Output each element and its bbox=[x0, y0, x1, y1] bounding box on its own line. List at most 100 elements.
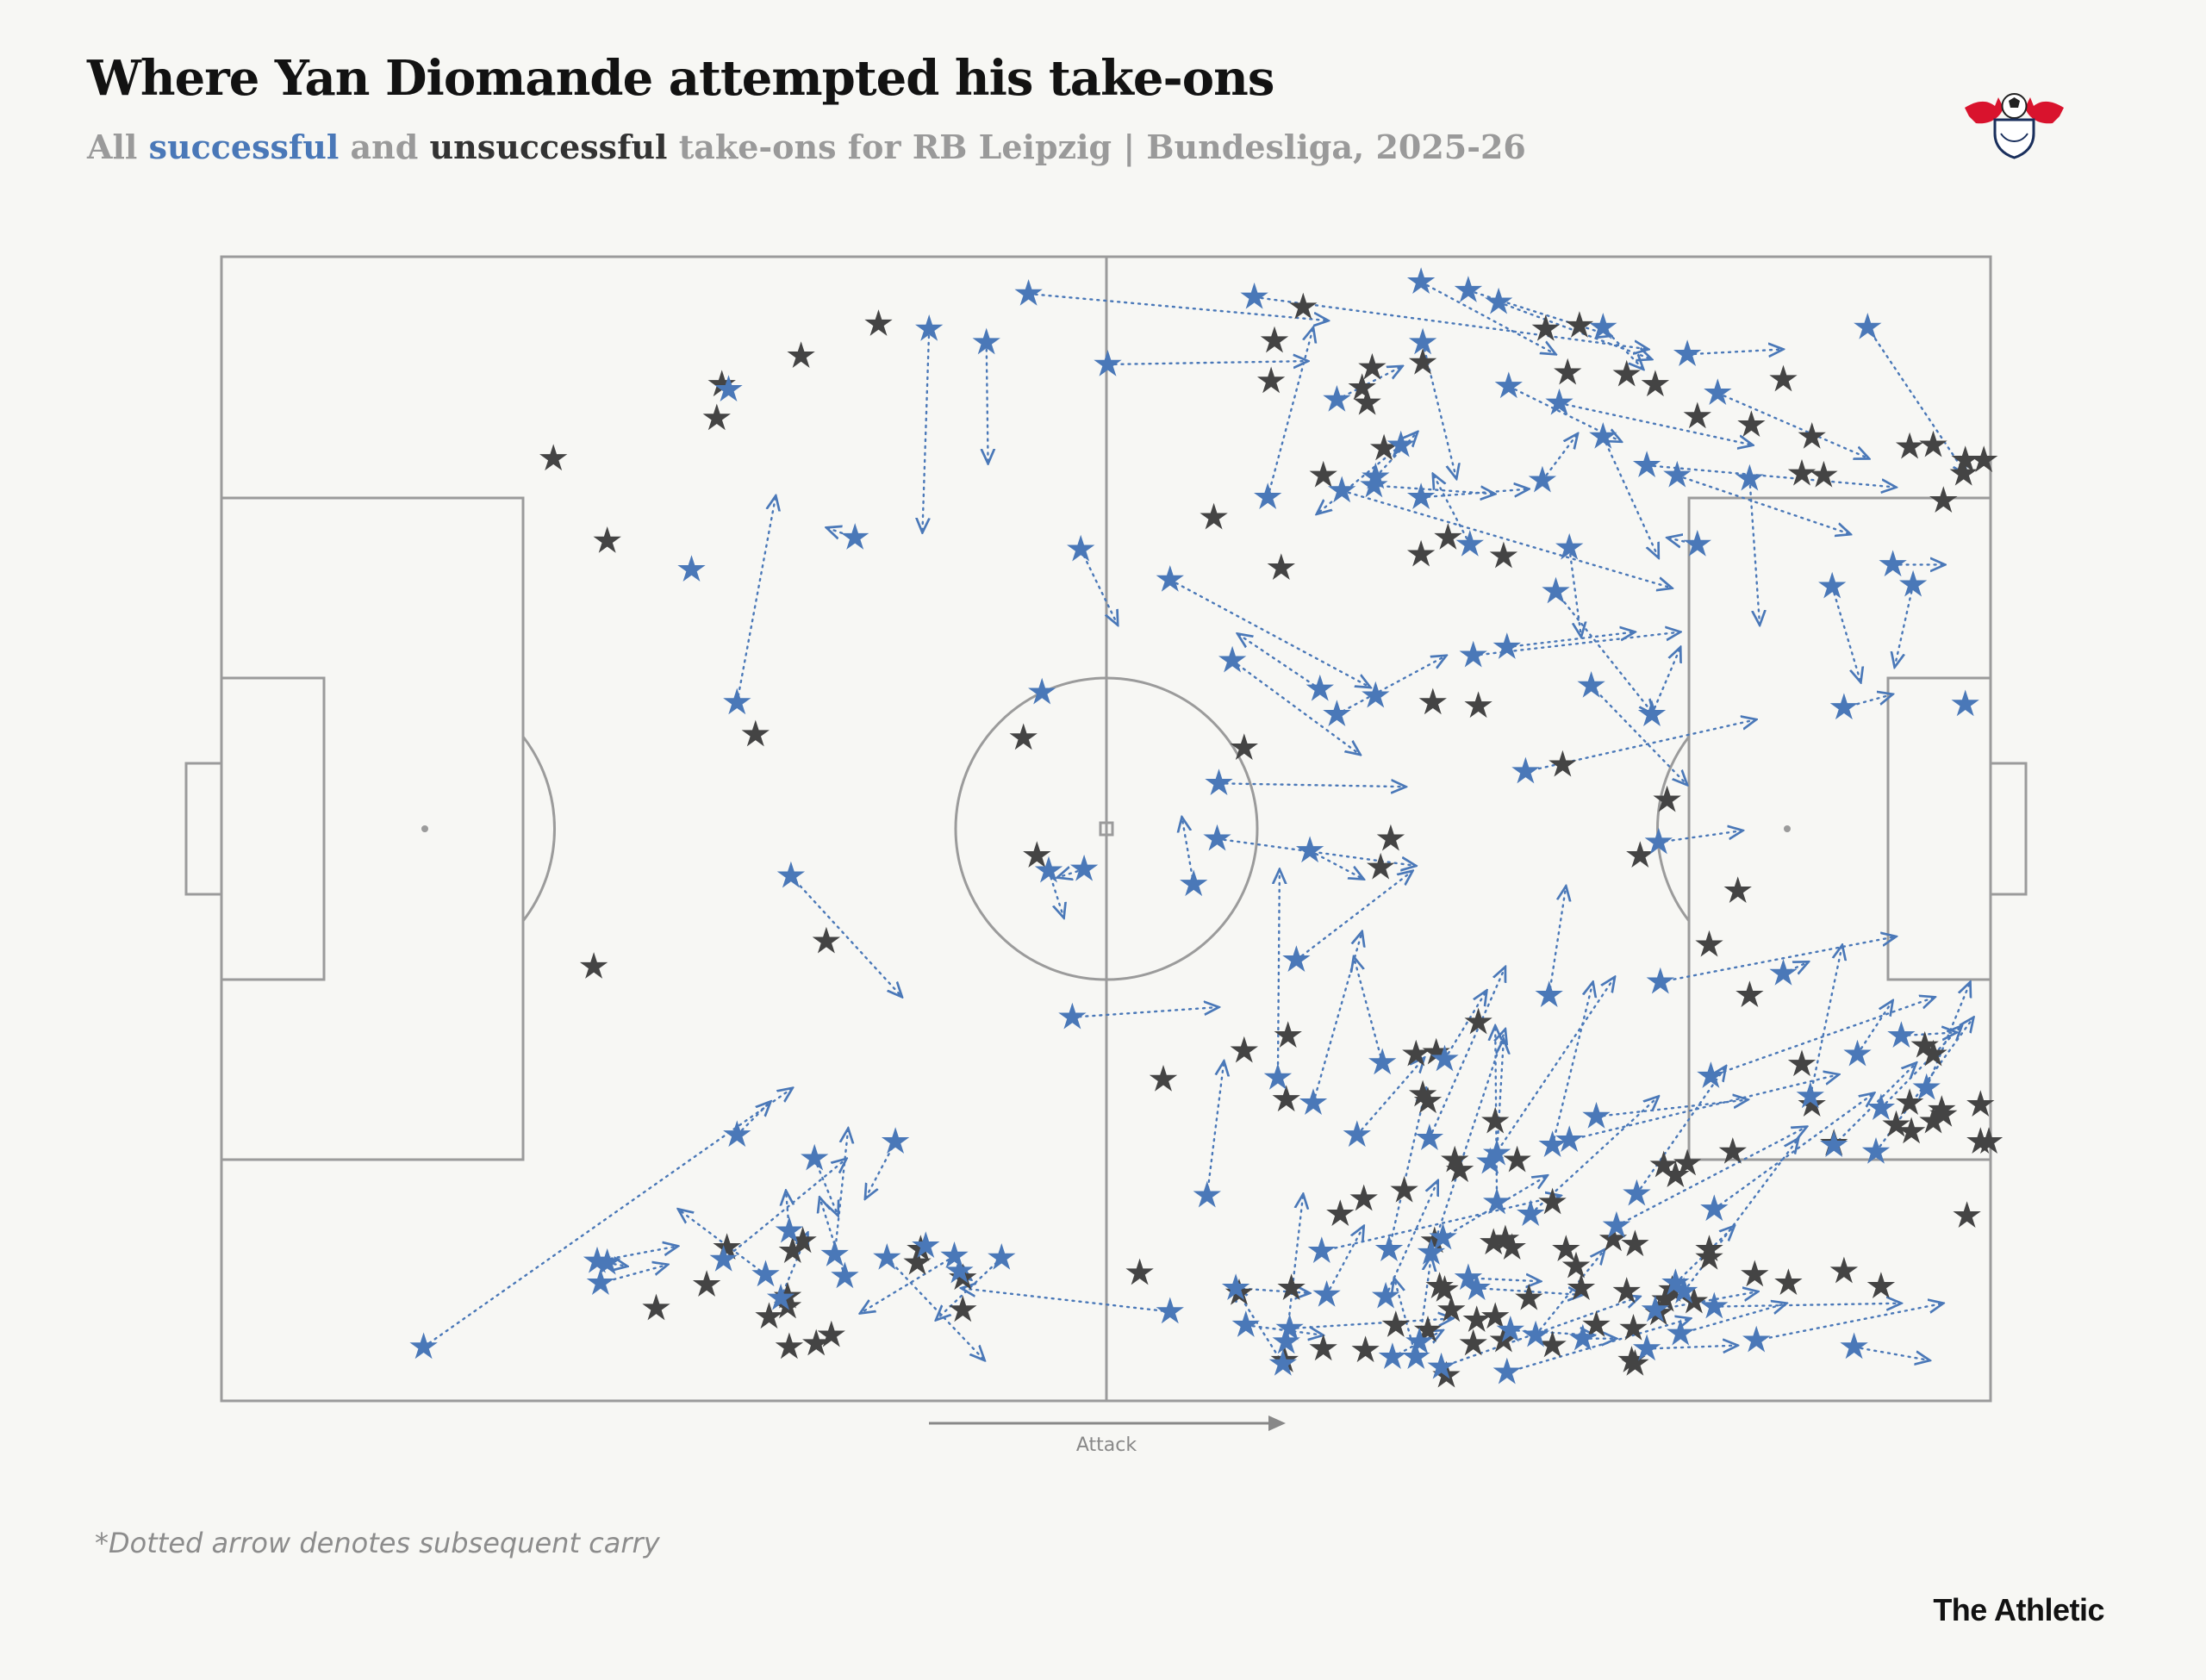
right-goal bbox=[1989, 762, 2028, 896]
unsuccessful-take-on-star bbox=[1125, 1258, 1154, 1285]
successful-take-on-star bbox=[1203, 824, 1231, 851]
centre-spot bbox=[1099, 821, 1114, 837]
successful-take-on-star bbox=[1156, 1297, 1184, 1324]
unsuccessful-take-on-star bbox=[787, 341, 815, 368]
brand-wordmark: The Athletic bbox=[1933, 1592, 2104, 1627]
successful-take-on-star bbox=[723, 688, 751, 715]
successful-take-on-star bbox=[841, 523, 869, 550]
crest-ball-patch bbox=[2009, 97, 2020, 108]
successful-take-on-star bbox=[1299, 1088, 1328, 1116]
carry-arrow bbox=[1602, 435, 1659, 558]
carry-arrow bbox=[813, 1157, 838, 1216]
successful-take-on-star bbox=[1328, 476, 1356, 503]
successful-take-on-star bbox=[1538, 1130, 1567, 1157]
unsuccessful-take-on-star bbox=[1895, 1088, 1924, 1116]
carry-arrow bbox=[1636, 1066, 1726, 1196]
successful-take-on-star bbox=[1623, 1179, 1651, 1206]
successful-take-on-star bbox=[1323, 700, 1351, 726]
unsuccessful-take-on-star bbox=[1695, 930, 1723, 957]
unsuccessful-take-on-star bbox=[1810, 460, 1838, 488]
carry-arrow bbox=[1679, 1304, 1786, 1335]
unsuccessful-take-on-star bbox=[1489, 541, 1518, 569]
attack-direction: Attack bbox=[929, 1416, 1286, 1456]
carry-arrow bbox=[722, 1159, 847, 1261]
unsuccessful-take-on-star bbox=[1683, 401, 1711, 429]
unsuccessful-take-on-star bbox=[1402, 1039, 1430, 1067]
unsuccessful-take-on-star bbox=[1953, 1201, 1981, 1228]
unsuccessful-take-on-star bbox=[864, 309, 893, 336]
unsuccessful-take-on-star bbox=[1149, 1065, 1178, 1092]
carry-arrow bbox=[1551, 982, 1593, 1147]
carry-arrow bbox=[1433, 474, 1472, 546]
carry-arrow bbox=[1421, 341, 1456, 479]
carry-arrow bbox=[1524, 719, 1756, 773]
carry-arrow bbox=[1558, 401, 1754, 445]
unsuccessful-take-on-star bbox=[1565, 311, 1594, 338]
unsuccessful-take-on-star bbox=[1267, 553, 1295, 581]
carry-arrow bbox=[1308, 849, 1364, 879]
carry-arrow bbox=[678, 1209, 767, 1276]
unsuccessful-take-on-star bbox=[1462, 1305, 1491, 1333]
carry-arrow bbox=[1856, 1000, 1893, 1055]
carry-arrow bbox=[1645, 464, 1896, 487]
carry-arrow bbox=[422, 1088, 793, 1348]
carry-arrow bbox=[1541, 433, 1578, 482]
carry-arrow bbox=[1667, 538, 1699, 544]
subtitle-prefix: All bbox=[87, 128, 149, 166]
carry-arrow bbox=[1659, 936, 1897, 983]
unsuccessful-take-on-star bbox=[1567, 1273, 1596, 1300]
carry-arrow bbox=[1312, 931, 1362, 1104]
carry-arrow bbox=[1595, 1099, 1748, 1118]
unsuccessful-take-on-star bbox=[1736, 980, 1764, 1008]
carry-arrow bbox=[736, 495, 776, 704]
unsuccessful-take-on-star bbox=[1626, 841, 1654, 868]
carry-arrow bbox=[1443, 991, 1487, 1061]
unsuccessful-take-on-star bbox=[1641, 370, 1670, 397]
unsuccessful-take-on-star bbox=[1272, 1085, 1300, 1112]
unsuccessful-take-on-star bbox=[1256, 366, 1286, 394]
successful-take-on-star bbox=[801, 1143, 829, 1171]
carry-arrow bbox=[1590, 684, 1688, 785]
carry-arrow bbox=[1567, 546, 1581, 638]
unsuccessful-take-on-star bbox=[1774, 1268, 1803, 1296]
centre-circle bbox=[954, 676, 1259, 981]
carry-arrow bbox=[1325, 1226, 1364, 1297]
unsuccessful-take-on-star bbox=[1464, 691, 1492, 719]
successful-take-on-star bbox=[1683, 530, 1711, 557]
carry-arrow bbox=[779, 1233, 807, 1300]
left-penalty-area bbox=[220, 496, 525, 1161]
successful-take-on-star bbox=[1193, 1180, 1221, 1208]
successful-take-on-star bbox=[820, 1240, 849, 1266]
pitch-chart: Attack bbox=[184, 255, 2028, 1456]
unsuccessful-take-on-star bbox=[593, 526, 621, 553]
unsuccessful-take-on-star bbox=[812, 926, 841, 954]
successful-take-on-star bbox=[1517, 1199, 1545, 1226]
legend-unsuccessful: unsuccessful bbox=[429, 128, 668, 166]
carry-arrow bbox=[1266, 327, 1313, 499]
right-bull bbox=[2025, 97, 2064, 124]
carry-arrow bbox=[1645, 1346, 1738, 1349]
unsuccessful-take-on-star bbox=[775, 1332, 804, 1360]
successful-take-on-star bbox=[1854, 313, 1882, 339]
unsuccessful-take-on-star bbox=[1376, 824, 1405, 851]
right-penalty-spot bbox=[1784, 825, 1791, 832]
successful-take-on-star bbox=[1511, 756, 1540, 784]
carry-arrow bbox=[1548, 886, 1567, 997]
successful-take-on-star bbox=[1492, 632, 1521, 659]
successful-take-on-star bbox=[1067, 534, 1095, 562]
successful-take-on-star bbox=[1263, 1063, 1293, 1090]
unsuccessful-take-on-star bbox=[1549, 750, 1577, 777]
carry-arrow bbox=[1567, 1074, 1839, 1142]
successful-take-on-star bbox=[1415, 1123, 1444, 1151]
successful-take-on-star bbox=[988, 1243, 1016, 1270]
carry-arrow bbox=[1027, 292, 1329, 320]
carry-arrow bbox=[1079, 548, 1118, 625]
carry-arrow bbox=[1244, 1323, 1324, 1335]
carry-arrow bbox=[1879, 1026, 1962, 1110]
carry-arrow bbox=[1106, 361, 1309, 364]
successful-take-on-star bbox=[1406, 267, 1436, 295]
unsuccessful-take-on-star bbox=[1949, 458, 1978, 486]
carry-arrow bbox=[1419, 489, 1529, 499]
carry-arrow bbox=[1782, 961, 1809, 974]
carry-arrow bbox=[1234, 1288, 1310, 1293]
